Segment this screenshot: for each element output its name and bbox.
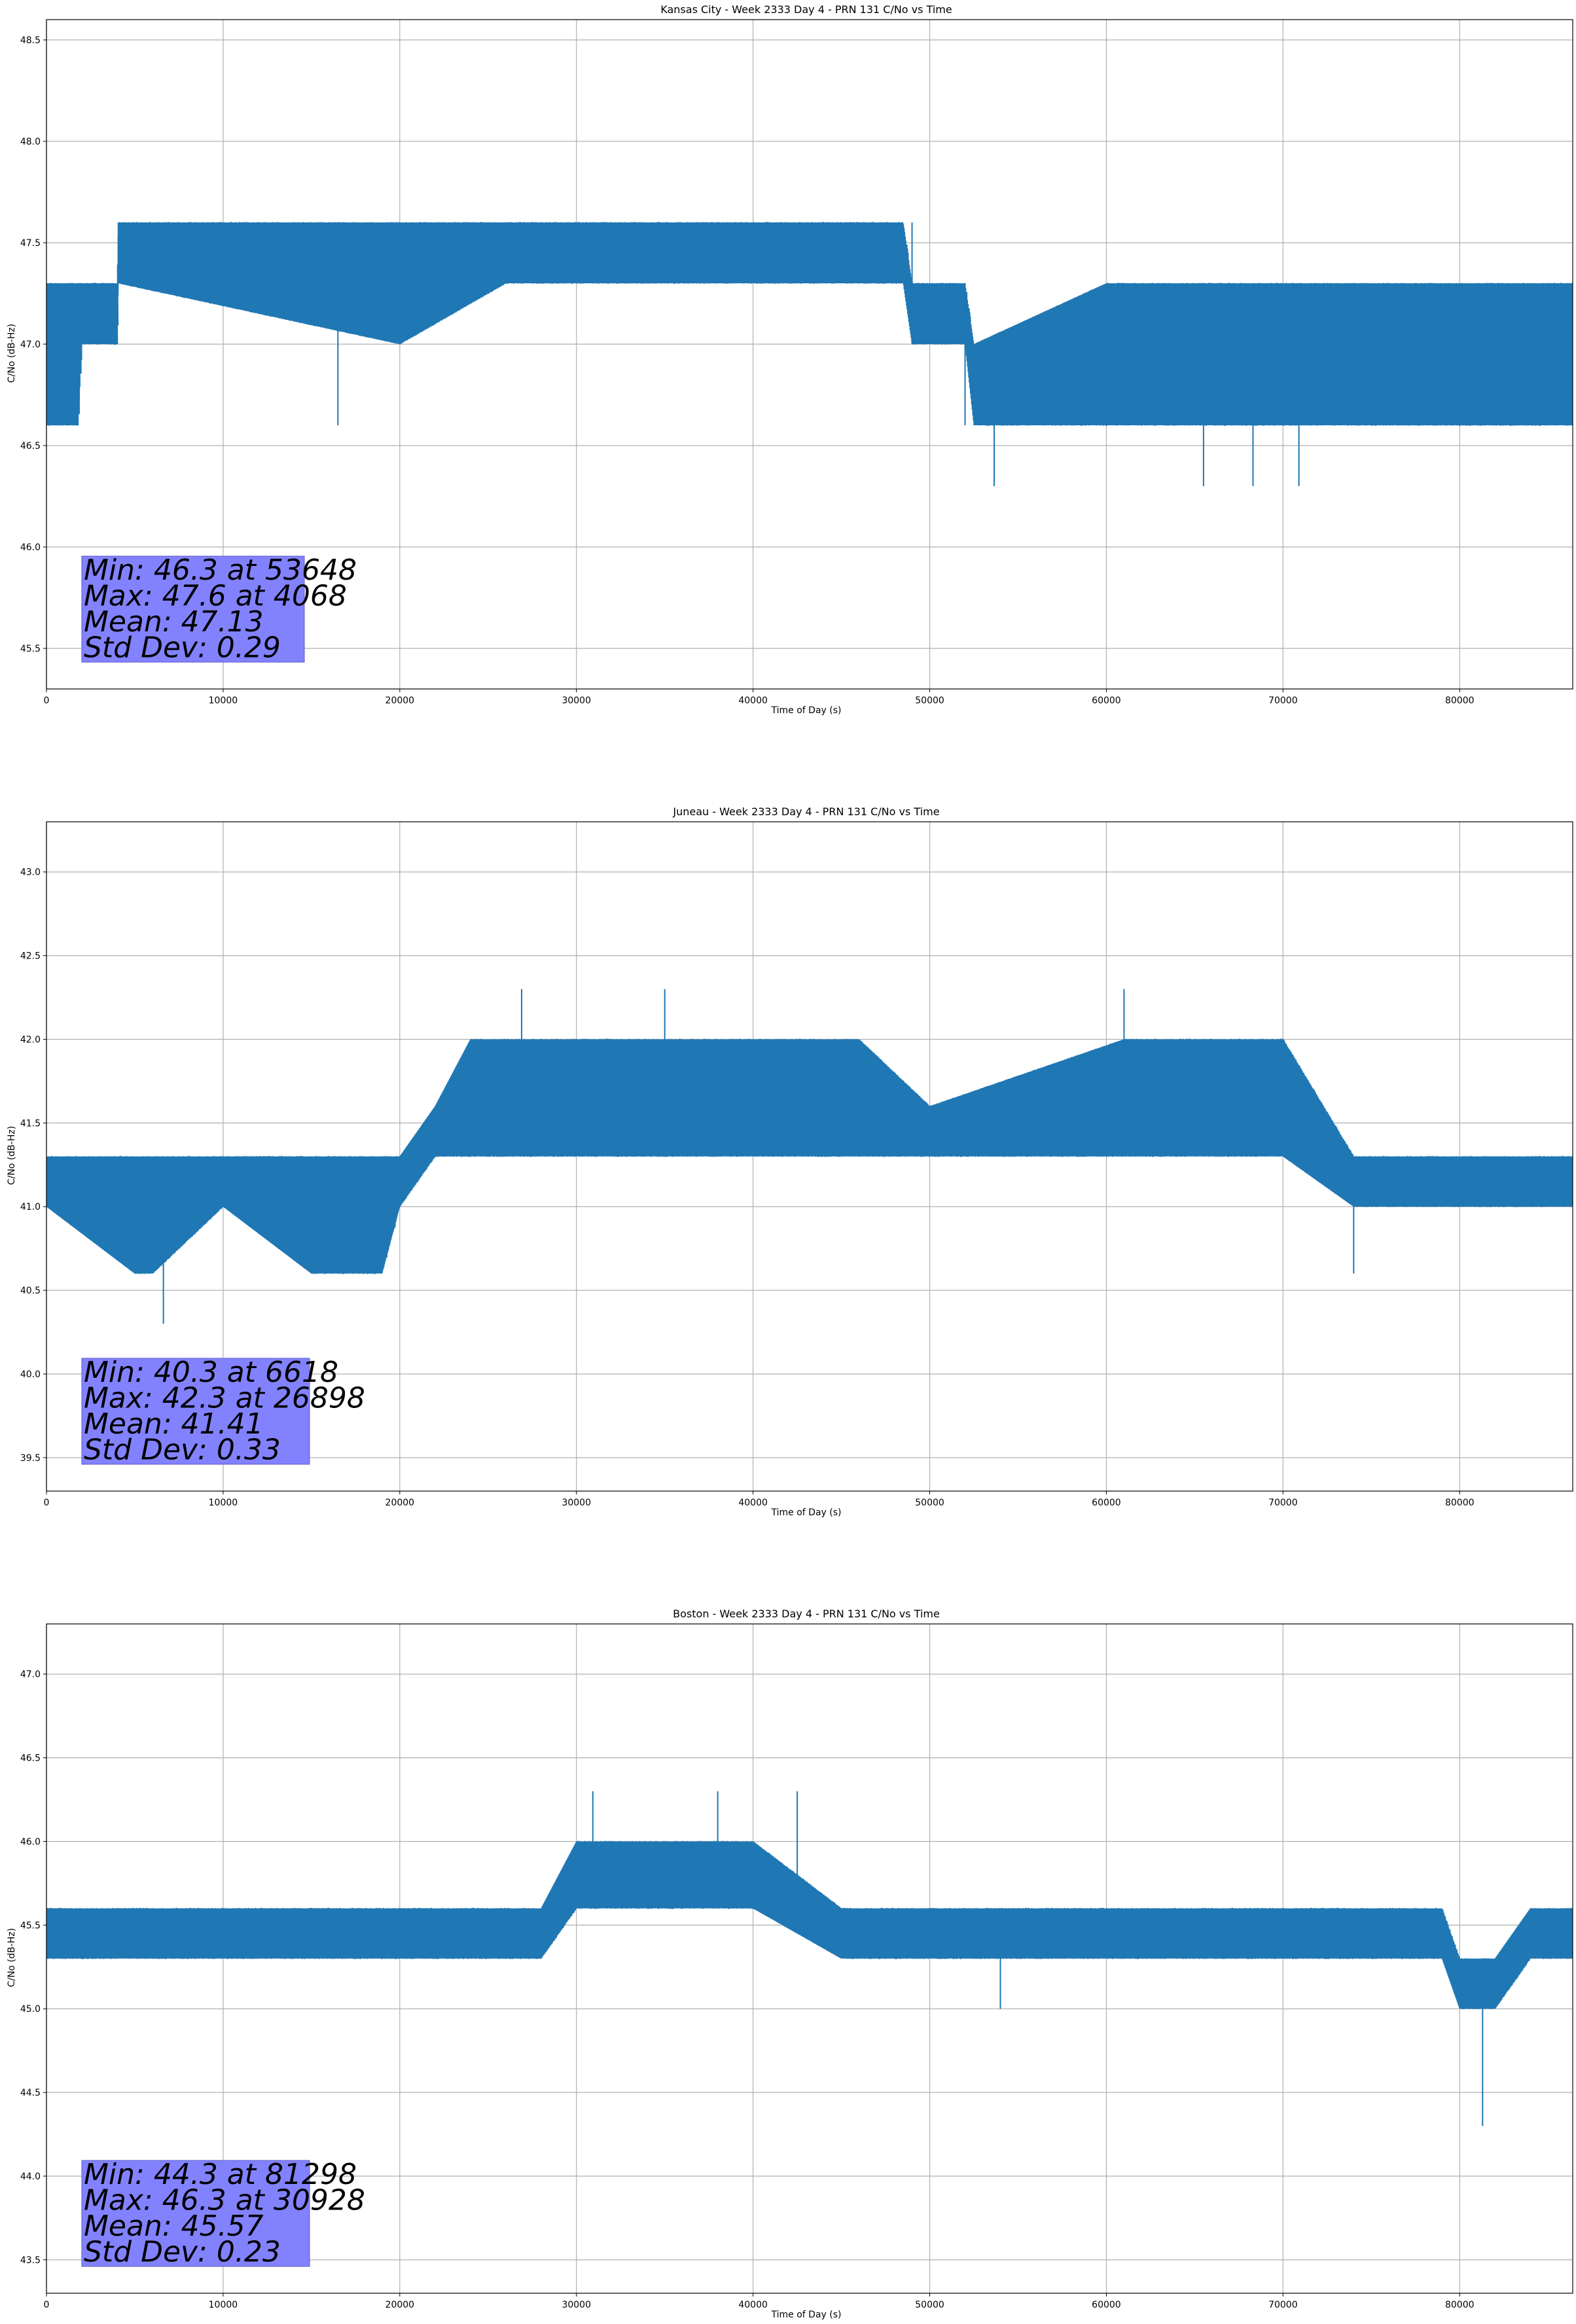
y-axis-label: C/No (dB-Hz): [7, 1928, 17, 1987]
stats-box: [81, 555, 305, 663]
plot-area: [46, 989, 1573, 1324]
y-tick-label: 39.5: [20, 1453, 41, 1464]
y-tick-label: 46.0: [20, 542, 41, 553]
y-tick-label: 47.0: [20, 1670, 41, 1680]
y-tick-label: 45.0: [20, 2004, 41, 2015]
x-tick-label: 40000: [738, 695, 768, 706]
x-tick-label: 60000: [1092, 1498, 1121, 1508]
y-axis-label: C/No (dB-Hz): [7, 324, 17, 383]
chart-panel-boston: Boston - Week 2333 Day 4 - PRN 131 C/No …: [7, 1608, 1573, 2320]
stats-box: [81, 1358, 310, 1465]
stats-line: Max: 47.6 at 4068: [84, 580, 347, 613]
x-tick-label: 70000: [1268, 2300, 1298, 2310]
y-tick-label: 45.5: [20, 644, 41, 654]
x-tick-label: 50000: [915, 1498, 944, 1508]
y-tick-label: 43.5: [20, 2255, 41, 2266]
chart-panel-kansas-city: Kansas City - Week 2333 Day 4 - PRN 131 …: [7, 3, 1573, 716]
y-tick-label: 43.0: [20, 868, 41, 878]
y-tick-label: 46.5: [20, 441, 41, 451]
x-tick-label: 60000: [1092, 695, 1121, 706]
x-tick-label: 50000: [915, 2300, 944, 2310]
x-axis-label: Time of Day (s): [771, 705, 842, 716]
x-tick-label: 80000: [1445, 2300, 1475, 2310]
stats-line: Max: 46.3 at 30928: [84, 2184, 365, 2217]
stats-line: Min: 40.3 at 6618: [84, 1356, 338, 1389]
plot-frame: [46, 1623, 1573, 2294]
x-tick-label: 30000: [562, 1498, 591, 1508]
x-tick-label: 80000: [1445, 1498, 1475, 1508]
x-tick-label: 0: [44, 1498, 50, 1508]
stats-line: Min: 46.3 at 53648: [84, 554, 357, 587]
y-tick-label: 41.5: [20, 1118, 41, 1129]
y-tick-label: 41.0: [20, 1202, 41, 1212]
series-band: [46, 222, 1573, 426]
x-tick-label: 80000: [1445, 695, 1475, 706]
x-tick-label: 10000: [209, 695, 238, 706]
y-tick-label: 40.0: [20, 1369, 41, 1380]
x-tick-label: 30000: [562, 695, 591, 706]
x-tick-label: 0: [44, 2300, 50, 2310]
x-tick-label: 30000: [562, 2300, 591, 2310]
y-tick-label: 44.5: [20, 2088, 41, 2098]
x-tick-label: 40000: [738, 2300, 768, 2310]
chart-title: Kansas City - Week 2333 Day 4 - PRN 131 …: [660, 3, 952, 16]
plot-area: [46, 222, 1573, 486]
y-tick-label: 48.5: [20, 35, 41, 46]
series-band: [46, 1840, 1573, 2010]
y-tick-label: 42.0: [20, 1034, 41, 1045]
chart-title: Boston - Week 2333 Day 4 - PRN 131 C/No …: [673, 1608, 940, 1620]
y-tick-label: 47.5: [20, 238, 41, 249]
stats-line: Std Dev: 0.23: [84, 2236, 281, 2269]
chart-title: Juneau - Week 2333 Day 4 - PRN 131 C/No …: [672, 805, 939, 818]
y-tick-label: 40.5: [20, 1286, 41, 1296]
x-tick-label: 60000: [1092, 2300, 1121, 2310]
x-tick-label: 70000: [1268, 1498, 1298, 1508]
x-tick-label: 20000: [385, 2300, 415, 2310]
x-tick-label: 10000: [209, 1498, 238, 1508]
y-tick-label: 45.5: [20, 1920, 41, 1931]
y-axis-label: C/No (dB-Hz): [7, 1126, 17, 1185]
stats-line: Std Dev: 0.29: [84, 631, 281, 665]
plot-area: [46, 1791, 1573, 2126]
x-tick-label: 10000: [209, 2300, 238, 2310]
stats-line: Mean: 45.57: [84, 2210, 264, 2243]
chart-panel-juneau: Juneau - Week 2333 Day 4 - PRN 131 C/No …: [7, 805, 1573, 1518]
stats-line: Std Dev: 0.33: [84, 1434, 281, 1467]
stats-line: Mean: 47.13: [84, 605, 264, 639]
y-tick-label: 46.0: [20, 1837, 41, 1847]
y-tick-label: 42.5: [20, 951, 41, 962]
x-tick-label: 50000: [915, 695, 944, 706]
y-tick-label: 44.0: [20, 2172, 41, 2182]
x-tick-label: 40000: [738, 1498, 768, 1508]
stats-line: Mean: 41.41: [84, 1407, 264, 1441]
x-tick-label: 20000: [385, 695, 415, 706]
stats-line: Max: 42.3 at 26898: [84, 1382, 365, 1415]
plot-frame: [46, 19, 1573, 690]
stats-line: Min: 44.3 at 81298: [84, 2158, 357, 2191]
y-tick-label: 48.0: [20, 137, 41, 147]
y-tick-label: 47.0: [20, 340, 41, 350]
x-tick-label: 70000: [1268, 695, 1298, 706]
y-tick-label: 46.5: [20, 1753, 41, 1764]
x-tick-label: 20000: [385, 1498, 415, 1508]
stats-box: [81, 2160, 310, 2267]
plot-frame: [46, 821, 1573, 1492]
x-axis-label: Time of Day (s): [771, 1507, 842, 1518]
series-band: [46, 1038, 1573, 1275]
x-axis-label: Time of Day (s): [771, 2310, 842, 2320]
x-tick-label: 0: [44, 695, 50, 706]
